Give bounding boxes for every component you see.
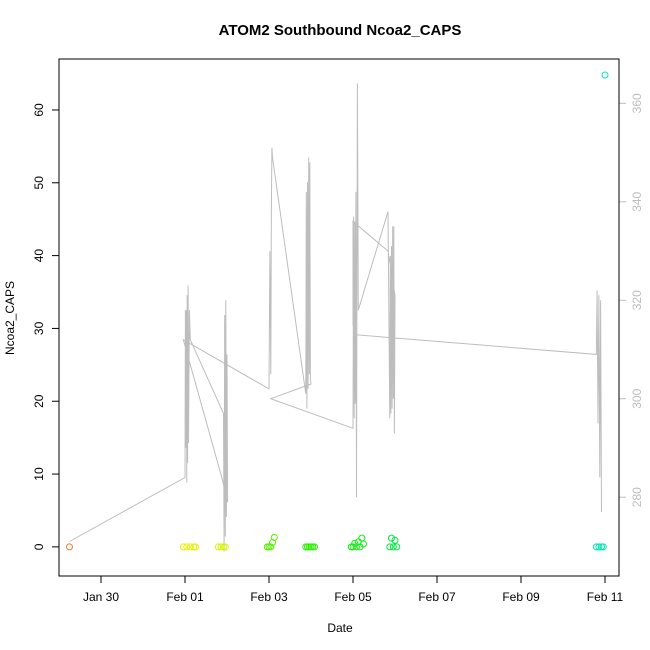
y2-tick-label: 340 [630, 191, 644, 211]
scatter-point [221, 543, 229, 551]
scatter-point [183, 543, 191, 551]
scatter-point [349, 543, 357, 551]
x-tick-label: Feb 07 [418, 590, 456, 604]
scatter-point [179, 543, 187, 551]
y-tick-label: 30 [32, 321, 46, 335]
scatter-point [599, 543, 607, 551]
scatter-point [389, 543, 397, 551]
scatter-point [217, 543, 225, 551]
x-tick-label: Feb 09 [502, 590, 540, 604]
scatter-point [360, 540, 367, 548]
y2-tick-label: 360 [630, 93, 644, 113]
scatter-point [595, 543, 603, 551]
x-tick-label: Feb 05 [334, 590, 372, 604]
scatter-point [592, 543, 600, 551]
scatter-point [267, 543, 275, 551]
scatter-point [192, 543, 199, 551]
y-tick-label: 50 [32, 176, 46, 190]
y-tick-label: 10 [32, 467, 46, 481]
scatter-point [393, 543, 401, 551]
scatter-point [186, 543, 194, 551]
y2-tick-label: 300 [630, 388, 644, 408]
x-tick-label: Feb 03 [250, 590, 288, 604]
scatter-point [386, 543, 394, 551]
x-tick-label: Feb 01 [166, 590, 204, 604]
secondary-line-layer [69, 83, 602, 552]
y-tick-label: 0 [32, 543, 46, 550]
scatter-point [214, 543, 222, 551]
y-tick-label: 20 [32, 394, 46, 408]
scatter-point [351, 539, 359, 547]
x-tick-label: Feb 11 [587, 590, 624, 604]
scatter-point [66, 543, 73, 551]
scatter-point [388, 534, 395, 542]
x-axis-label: Date [327, 621, 353, 635]
y-tick-label: 60 [32, 103, 46, 117]
y-axis-label: Ncoa2_CAPS [3, 281, 17, 355]
y2-tick-label: 280 [630, 487, 644, 507]
y-tick-label: 40 [32, 249, 46, 263]
x-tick-label: Jan 30 [83, 590, 119, 604]
scatter-point [601, 71, 609, 79]
scatter-point [391, 536, 399, 544]
secondary-series-line [69, 83, 602, 552]
plot-frame [58, 58, 620, 577]
chart-title: ATOM2 Southbound Ncoa2_CAPS [219, 22, 462, 39]
y2-tick-label: 320 [630, 290, 644, 310]
points-layer [66, 71, 609, 551]
scatter-point [311, 543, 318, 551]
scatter-point [270, 533, 278, 541]
